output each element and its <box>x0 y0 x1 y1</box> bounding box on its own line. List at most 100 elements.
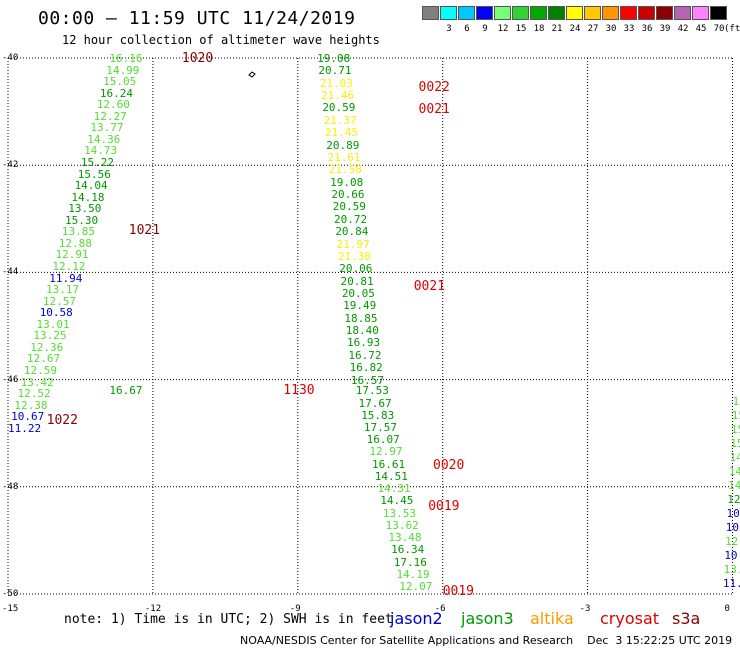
colorbar-swatch <box>602 6 619 20</box>
colorbar-swatch <box>530 6 547 20</box>
pass-time-label: 1130 <box>283 383 315 399</box>
wave-height-value: 20.59 <box>322 101 356 115</box>
wave-height-value: 15 <box>731 423 740 437</box>
footer-credit: NOAA/NESDIS Center for Satellite Applica… <box>240 634 733 647</box>
wave-height-value: 21.45 <box>324 126 359 140</box>
wave-height-value: 21.03 <box>319 76 353 90</box>
wave-height-value: 14.0 <box>728 465 740 479</box>
wave-height-value: 20.66 <box>331 188 365 202</box>
wave-height-value: 13.01 <box>36 317 70 331</box>
wave-height-value: 12.60 <box>96 98 130 112</box>
wave-height-value: 21.97 <box>336 237 370 251</box>
wave-height-value: 14 <box>729 451 740 465</box>
wave-height-value: 12.52 <box>17 387 51 401</box>
lon-tick-label: -12 <box>144 604 162 614</box>
legend-jason2: jason2 <box>390 609 443 628</box>
wave-height-value: 16.72 <box>348 348 382 362</box>
wave-height-value: 16.93 <box>347 336 381 350</box>
wave-height-value: 13.53 <box>382 506 417 520</box>
wave-height-value: 21.46 <box>321 89 355 103</box>
wave-height-value: 20.81 <box>340 274 374 288</box>
wave-height-value: 15.22 <box>80 156 115 170</box>
colorbar-swatch <box>548 6 565 20</box>
colorbar-label: 9 <box>482 24 488 34</box>
wave-height-value: 19.08 <box>330 175 364 189</box>
wave-height-value: 17.57 <box>363 421 398 434</box>
colorbar-swatch <box>584 6 601 20</box>
colorbar-swatch <box>566 6 583 20</box>
wave-height-value: 20.84 <box>335 225 369 239</box>
colorbar-swatch <box>494 6 511 20</box>
wave-height-value: 12.36 <box>30 340 64 354</box>
units-note: note: 1) Time is in UTC; 2) SWH is in fe… <box>64 612 393 627</box>
wave-height-value: 20.89 <box>326 138 360 152</box>
wave-height-value: 21.61 <box>327 150 361 164</box>
wave-height-value: 14.04 <box>74 179 108 193</box>
wave-height-value: 21.37 <box>323 113 357 127</box>
wave-height-value: 14.18 <box>71 190 105 204</box>
lat-lon-grid <box>7 57 733 595</box>
colorbar-label: 15 <box>515 24 527 34</box>
wave-height-value: 14.45 <box>380 494 414 508</box>
colorbar-swatch <box>638 6 655 20</box>
colorbar-swatch <box>656 6 673 20</box>
colorbar-label: 42 <box>677 24 689 34</box>
wave-height-value: 18.85 <box>344 311 378 325</box>
wave-height-value: 16.07 <box>366 433 400 447</box>
colorbar-label: 70 <box>713 24 725 34</box>
lat-tick-label: -44 <box>2 267 19 278</box>
wave-height-value: 12.88 <box>58 236 92 250</box>
wave-height-value: 15.05 <box>103 75 137 89</box>
wave-height-value: 20.06 <box>339 262 373 276</box>
legend-cryosat: cryosat <box>600 609 660 628</box>
colorbar-label: 21 <box>551 24 563 34</box>
wave-height-value: 16.24 <box>99 86 134 100</box>
wave-height-value: 14.51 <box>374 469 408 483</box>
lon-tick-label: -15 <box>2 604 19 614</box>
lon-tick-label: 0 <box>724 604 730 614</box>
legend-altika: altika <box>530 609 574 628</box>
wave-height-value: 10.58 <box>39 306 73 320</box>
pass-time-label: 0021 <box>413 278 446 294</box>
colorbar-label: 36 <box>641 24 653 34</box>
wave-height-value: 14.19 <box>396 567 430 581</box>
wave-height-value: 12.91 <box>55 248 89 262</box>
colorbar-swatch <box>458 6 475 20</box>
wave-height-value: 13.17 <box>46 283 80 297</box>
colorbar-label: 39 <box>659 24 671 34</box>
colorbar-label: 3 <box>446 24 452 34</box>
wave-height-value: 17.67 <box>358 396 392 410</box>
colorbar-label: 12 <box>497 24 509 34</box>
lon-tick-label: -6 <box>434 604 446 614</box>
colorbar-label: 45 <box>695 24 707 34</box>
wave-height-value: 12.12 <box>52 260 86 274</box>
wave-height-value: 16.82 <box>349 361 383 375</box>
colorbar-swatch <box>512 6 529 20</box>
pass-time-label: 0022 <box>418 80 450 96</box>
colorbar-label: 6 <box>464 24 470 34</box>
colorbar-unit: (ft) <box>724 24 740 34</box>
wave-height-value: 13.50 <box>68 202 102 216</box>
colorbar-label: 18 <box>533 24 545 34</box>
wave-height-value: 13.48 <box>388 531 422 545</box>
wave-height-value: 16.34 <box>391 543 425 557</box>
wave-height-value: 15 <box>732 395 740 409</box>
colorbar-label: 27 <box>587 24 599 34</box>
lon-tick-label: -3 <box>579 604 591 614</box>
pass-time-label: 1020 <box>181 51 214 66</box>
colorbar-swatch <box>440 6 457 20</box>
colorbar-label: 24 <box>569 24 581 34</box>
wave-height-value: 19.49 <box>343 299 377 313</box>
colorbar-label: 30 <box>605 24 617 34</box>
wave-height-value: 16.67 <box>109 384 143 398</box>
wave-height-value: 20.05 <box>341 287 375 300</box>
wave-height-value: 17.16 <box>393 555 427 569</box>
wave-height-value: 12.38 <box>14 398 48 412</box>
wave-height-value: 13.25 <box>33 329 67 343</box>
pass-time-label: 1021 <box>128 222 161 238</box>
wave-height-value: 16.61 <box>372 457 406 471</box>
lat-tick-label: -42 <box>2 160 19 171</box>
wave-height-value: 18.40 <box>345 324 379 338</box>
wave-height-value: 11.22 <box>8 421 42 435</box>
